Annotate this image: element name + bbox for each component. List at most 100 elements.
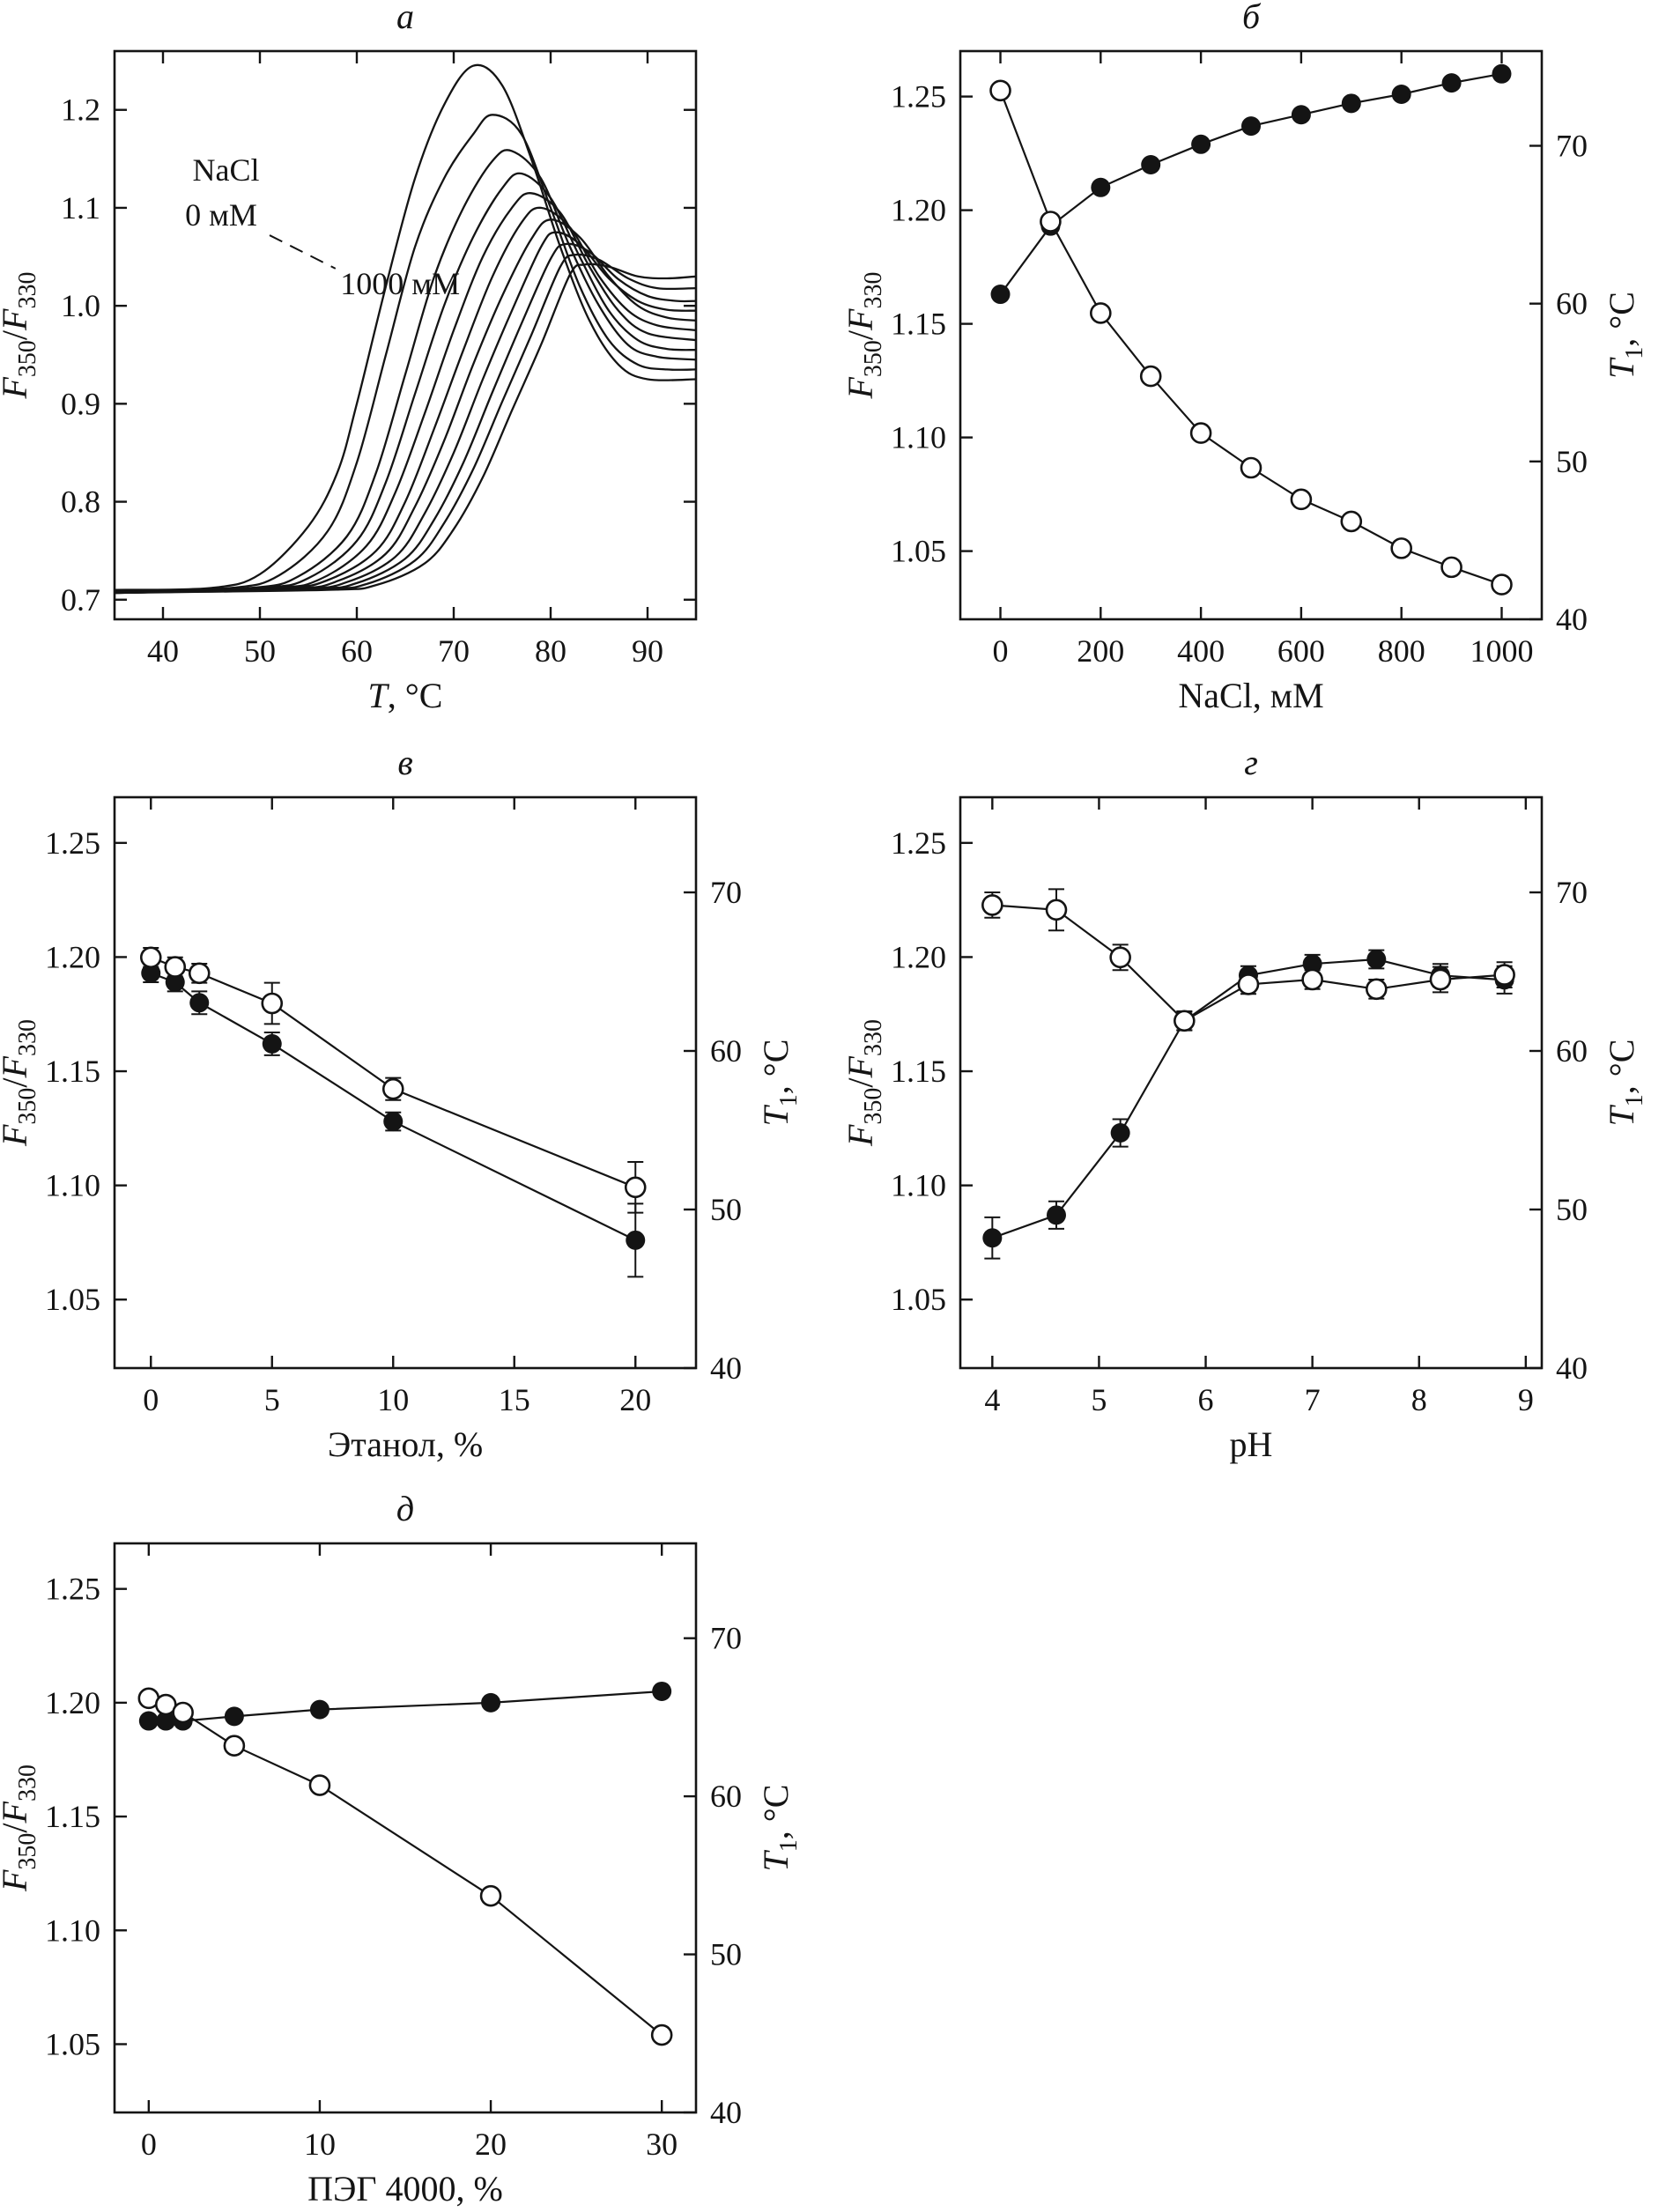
series-line-F350-F330-ratio [999,72,1502,295]
x-tick-label: 0 [143,1382,159,1417]
open-circle-marker [1090,302,1112,324]
y2-axis-label: T1, °C [756,1785,803,1872]
x-tick-label: 5 [1091,1382,1107,1417]
melting-curve [114,114,697,592]
open-circle-marker [172,1701,194,1724]
x-tick-label: 400 [1177,633,1225,669]
x-tick-label: 0 [141,2127,157,2162]
filled-circle-marker [1366,950,1387,970]
y2-tick-label: 60 [710,1779,742,1814]
y-tick-label: 1.25 [45,825,100,861]
filled-circle-marker [990,285,1011,305]
filled-circle-marker [189,993,210,1013]
y-tick-label: 1.15 [891,307,946,342]
filled-circle-marker [262,1033,282,1054]
y-tick-label: 1.10 [45,1168,100,1203]
x-tick-label: 9 [1518,1382,1534,1417]
y-tick-label: 1.05 [45,1282,100,1317]
y-tick-label: 1.05 [891,534,946,569]
x-tick-label: 600 [1277,633,1325,669]
x-tick-label: 200 [1077,633,1124,669]
open-circle-marker [1493,964,1515,986]
y-tick-label: 1.15 [45,1054,100,1089]
x-tick-label: 5 [264,1382,280,1417]
open-circle-marker [1429,968,1452,991]
open-circle-marker [1139,365,1162,388]
y-tick-label: 1.15 [891,1054,946,1089]
panel-title: в [397,743,412,782]
y2-axis-label: T1, °C [1602,292,1648,379]
series-line-T1 [999,90,1502,586]
filled-circle-marker [1291,105,1311,125]
series-line-T1 [150,956,636,1188]
x-tick-label: 80 [535,633,566,669]
filled-circle-marker [309,1699,329,1720]
filled-circle-marker [982,1228,1003,1248]
y-axis-label: F350/F330 [840,272,887,400]
filled-circle-marker [1091,177,1111,197]
y2-tick-label: 50 [710,1937,742,1972]
y2-tick-label: 40 [710,2095,742,2130]
y2-axis-label: T1, °C [1602,1039,1648,1127]
panel-title: а [396,0,414,36]
x-axis-label: ПЭГ 4000, % [307,2169,503,2208]
y2-tick-label: 60 [1556,1033,1588,1069]
filled-circle-marker [626,1230,646,1250]
open-circle-marker [981,894,1003,916]
filled-circle-marker [481,1692,501,1713]
filled-circle-marker [1110,1123,1130,1143]
y-tick-label: 1.10 [891,420,946,455]
melting-curve [114,263,697,595]
plot-box [113,1542,698,2114]
filled-circle-marker [224,1706,244,1727]
y-tick-label: 1.2 [61,92,100,128]
y-axis-label: F350/F330 [840,1019,887,1147]
y2-tick-label: 70 [1556,129,1588,164]
x-tick-label: 7 [1305,1382,1321,1417]
filled-circle-marker [165,972,185,992]
y2-tick-label: 50 [1556,444,1588,479]
x-tick-label: 70 [438,633,470,669]
x-tick-label: 4 [984,1382,1000,1417]
y2-tick-label: 60 [1556,286,1588,322]
filled-circle-marker [383,1112,404,1132]
plot-box [959,795,1544,1370]
y2-tick-label: 40 [1556,602,1588,637]
panel-title: д [396,1489,414,1528]
open-circle-marker [381,1077,404,1100]
x-tick-label: 6 [1198,1382,1214,1417]
filled-circle-marker [1241,116,1261,137]
x-tick-label: 20 [475,2127,507,2162]
y-tick-label: 0.9 [61,386,100,421]
y-tick-label: 1.10 [45,1912,100,1948]
filled-circle-marker [1191,134,1211,154]
open-circle-marker [1240,456,1262,479]
open-circle-marker [1189,422,1212,444]
melting-curve [114,149,697,592]
annotation-arrow [269,234,337,270]
series-line-F350-F330-ratio [991,958,1505,1239]
open-circle-marker [1109,946,1131,969]
open-circle-marker [1365,978,1388,1001]
melting-curve [114,206,697,594]
y2-tick-label: 50 [1556,1192,1588,1227]
open-circle-marker [1301,968,1323,991]
y-tick-label: 0.7 [61,582,100,618]
y-tick-label: 0.8 [61,485,100,520]
y-tick-label: 1.15 [45,1799,100,1834]
panel-a: 40 50 60 70 80 90 0.7 0.8 0.9 1.0 1.1 1.2 T, °C F350/… [0,0,698,715]
x-tick-label: 60 [341,633,373,669]
filled-circle-marker [1141,155,1161,174]
y-tick-label: 1.20 [891,193,946,228]
open-circle-marker [650,2023,673,2046]
x-axis-label: pH [1230,1424,1273,1464]
x-tick-label: 8 [1411,1382,1427,1417]
y-axis-label: F350/F330 [0,272,41,400]
open-circle-marker [1390,537,1412,559]
filled-circle-marker [1441,73,1462,93]
y2-tick-label: 50 [710,1192,742,1227]
plot-box [113,795,698,1370]
panel-d: 0 10 20 30 1.05 1.10 1.15 1.20 1.25 40 50 60 70 ПЭГ 4… [0,1489,803,2208]
